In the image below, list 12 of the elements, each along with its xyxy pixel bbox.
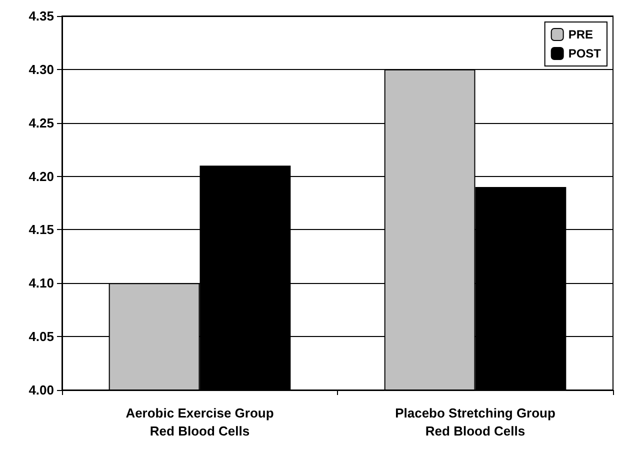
y-tick-label: 4.05 <box>28 329 54 344</box>
y-tick-label: 4.15 <box>28 222 54 238</box>
x-tick-label: Aerobic Exercise Group Red Blood Cells <box>126 406 274 438</box>
y-tick-label: 4.30 <box>28 62 54 77</box>
y-tick-label: 4.35 <box>28 8 54 24</box>
legend-label: POST <box>568 46 602 60</box>
x-tick-label: Placebo Stretching Group Red Blood Cells <box>395 406 556 438</box>
y-tick-label: 4.20 <box>28 168 54 184</box>
y-tick-label: 4.10 <box>28 276 54 291</box>
legend-label: PRE <box>568 28 594 42</box>
y-tick-label: 4.25 <box>28 115 54 130</box>
y-tick-label: 4.00 <box>28 382 54 398</box>
